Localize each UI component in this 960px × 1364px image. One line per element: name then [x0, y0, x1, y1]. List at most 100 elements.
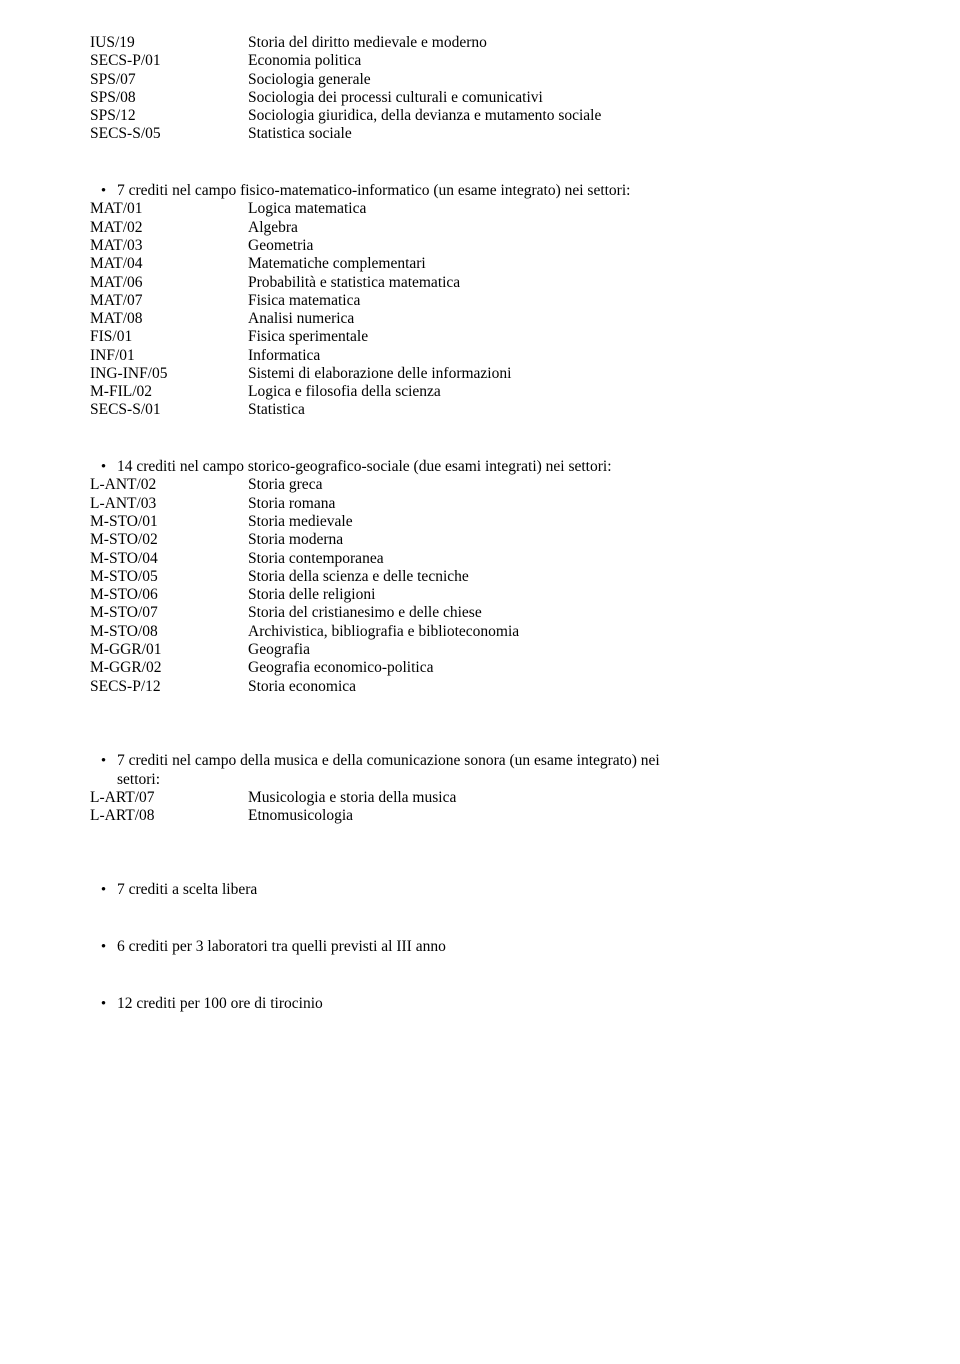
sector-desc: Musicologia e storia della musica: [248, 789, 960, 807]
sector-code: MAT/07: [90, 292, 248, 310]
sector-code: M-STO/06: [90, 586, 248, 604]
table-row: M-GGR/01Geografia: [90, 641, 960, 659]
section-1: IUS/19 Storia del diritto medievale e mo…: [90, 34, 960, 144]
sector-desc: Logica matematica: [248, 200, 960, 218]
sector-code: FIS/01: [90, 328, 248, 346]
sector-desc: Geografia economico-politica: [248, 659, 960, 677]
sector-desc: Archivistica, bibliografia e bibliotecon…: [248, 623, 960, 641]
sector-desc: Fisica matematica: [248, 292, 960, 310]
sector-code: SECS-S/01: [90, 401, 248, 419]
table-row: M-STO/04Storia contemporanea: [90, 550, 960, 568]
table-row: ING-INF/05Sistemi di elaborazione delle …: [90, 365, 960, 383]
table-row: M-STO/02Storia moderna: [90, 531, 960, 549]
sector-desc: Geometria: [248, 237, 960, 255]
table-row: SPS/08 Sociologia dei processi culturali…: [90, 89, 960, 107]
sector-desc: Economia politica: [248, 52, 960, 70]
sector-desc: Fisica sperimentale: [248, 328, 960, 346]
table-row: L-ANT/03Storia romana: [90, 495, 960, 513]
table-row: INF/01Informatica: [90, 347, 960, 365]
bullet-text: 7 crediti nel campo della musica e della…: [117, 752, 960, 770]
sector-desc: Statistica: [248, 401, 960, 419]
sector-desc: Probabilità e statistica matematica: [248, 274, 960, 292]
sector-desc: Informatica: [248, 347, 960, 365]
bullet-text: 7 crediti nel campo fisico-matematico-in…: [117, 182, 960, 200]
table-row: MAT/04Matematiche complementari: [90, 255, 960, 273]
sector-desc: Storia moderna: [248, 531, 960, 549]
bullet-item: • 7 crediti nel campo fisico-matematico-…: [90, 182, 960, 201]
table-row: M-STO/08Archivistica, bibliografia e bib…: [90, 623, 960, 641]
sector-code: M-STO/07: [90, 604, 248, 622]
sector-code: M-GGR/01: [90, 641, 248, 659]
sector-code: MAT/02: [90, 219, 248, 237]
bullet-icon: •: [90, 183, 117, 201]
table-row: SECS-S/01Statistica: [90, 401, 960, 419]
table-row: SPS/12 Sociologia giuridica, della devia…: [90, 107, 960, 125]
sector-code: M-FIL/02: [90, 383, 248, 401]
sector-code: MAT/03: [90, 237, 248, 255]
table-row: FIS/01Fisica sperimentale: [90, 328, 960, 346]
table-row: MAT/01Logica matematica: [90, 200, 960, 218]
table-row: SECS-P/12Storia economica: [90, 678, 960, 696]
sector-code: M-STO/02: [90, 531, 248, 549]
sector-code: SPS/08: [90, 89, 248, 107]
sector-desc: Storia medievale: [248, 513, 960, 531]
bullet-icon: •: [90, 996, 117, 1014]
table-row: IUS/19 Storia del diritto medievale e mo…: [90, 34, 960, 52]
table-row: M-GGR/02Geografia economico-politica: [90, 659, 960, 677]
table-row: M-STO/05Storia della scienza e delle tec…: [90, 568, 960, 586]
sector-code: IUS/19: [90, 34, 248, 52]
table-row: L-ANT/02Storia greca: [90, 476, 960, 494]
sector-desc: Storia del diritto medievale e moderno: [248, 34, 960, 52]
bullet-item: • 7 crediti a scelta libera: [90, 881, 960, 900]
sector-desc: Logica e filosofia della scienza: [248, 383, 960, 401]
sector-code: SPS/12: [90, 107, 248, 125]
table-row: SECS-P/01 Economia politica: [90, 52, 960, 70]
sector-desc: Geografia: [248, 641, 960, 659]
table-row: MAT/02Algebra: [90, 219, 960, 237]
sector-desc: Sociologia generale: [248, 71, 960, 89]
table-row: MAT/06Probabilità e statistica matematic…: [90, 274, 960, 292]
sector-code: M-STO/04: [90, 550, 248, 568]
bullet-icon: •: [90, 459, 117, 477]
sector-code: L-ANT/03: [90, 495, 248, 513]
sector-code: L-ART/07: [90, 789, 248, 807]
table-row: MAT/08Analisi numerica: [90, 310, 960, 328]
sector-desc: Sociologia dei processi culturali e comu…: [248, 89, 960, 107]
sector-desc: Etnomusicologia: [248, 807, 960, 825]
sector-code: SECS-S/05: [90, 125, 248, 143]
table-row: M-STO/06Storia delle religioni: [90, 586, 960, 604]
sector-code: ING-INF/05: [90, 365, 248, 383]
sector-desc: Sociologia giuridica, della devianza e m…: [248, 107, 960, 125]
bullet-item: • 7 crediti nel campo della musica e del…: [90, 752, 960, 771]
bullet-icon: •: [90, 753, 117, 771]
sector-desc: Storia delle religioni: [248, 586, 960, 604]
table-row: MAT/03Geometria: [90, 237, 960, 255]
bullet-text-line2: settori:: [90, 771, 960, 789]
table-row: L-ART/08Etnomusicologia: [90, 807, 960, 825]
sector-code: SPS/07: [90, 71, 248, 89]
bullet-icon: •: [90, 939, 117, 957]
sector-code: L-ART/08: [90, 807, 248, 825]
sector-desc: Storia contemporanea: [248, 550, 960, 568]
section-4: L-ART/07Musicologia e storia della music…: [90, 789, 960, 826]
sector-code: L-ANT/02: [90, 476, 248, 494]
bullet-icon: •: [90, 882, 117, 900]
bullet-text: 6 crediti per 3 laboratori tra quelli pr…: [117, 938, 960, 956]
sector-code: SECS-P/12: [90, 678, 248, 696]
sector-desc: Storia greca: [248, 476, 960, 494]
sector-code: M-STO/08: [90, 623, 248, 641]
table-row: SECS-S/05 Statistica sociale: [90, 125, 960, 143]
sector-desc: Storia della scienza e delle tecniche: [248, 568, 960, 586]
sector-desc: Analisi numerica: [248, 310, 960, 328]
table-row: M-STO/01Storia medievale: [90, 513, 960, 531]
bullet-item: • 14 crediti nel campo storico-geografic…: [90, 458, 960, 477]
sector-desc: Statistica sociale: [248, 125, 960, 143]
table-row: M-STO/07Storia del cristianesimo e delle…: [90, 604, 960, 622]
sector-code: SECS-P/01: [90, 52, 248, 70]
table-row: M-FIL/02Logica e filosofia della scienza: [90, 383, 960, 401]
bullet-text: 7 crediti a scelta libera: [117, 881, 960, 899]
bullet-text: 12 crediti per 100 ore di tirocinio: [117, 995, 960, 1013]
sector-code: MAT/08: [90, 310, 248, 328]
bullet-item: • 12 crediti per 100 ore di tirocinio: [90, 995, 960, 1014]
sector-code: MAT/04: [90, 255, 248, 273]
